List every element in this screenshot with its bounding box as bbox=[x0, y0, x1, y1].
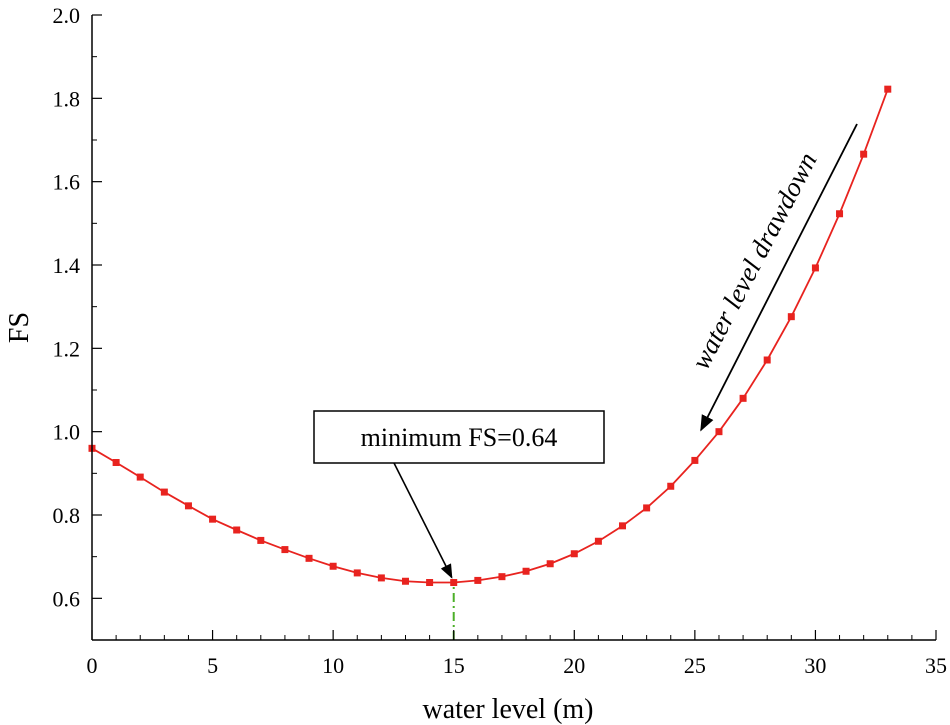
data-point bbox=[667, 482, 675, 490]
drawdown-arrow bbox=[700, 123, 858, 432]
data-point bbox=[426, 579, 434, 586]
minimum-fs-callout-arrow bbox=[393, 462, 453, 579]
minimum-fs-callout-box bbox=[313, 410, 605, 464]
data-point bbox=[691, 456, 699, 464]
data-point bbox=[522, 567, 530, 575]
data-point bbox=[401, 577, 409, 585]
x-tick-label: 30 bbox=[804, 653, 826, 678]
x-tick-label: 0 bbox=[87, 653, 98, 678]
fs-series-line bbox=[91, 88, 889, 584]
y-tick-label: 1.8 bbox=[53, 86, 81, 111]
data-point bbox=[619, 522, 627, 530]
x-tick-label: 15 bbox=[443, 653, 465, 678]
data-point bbox=[594, 537, 602, 545]
data-point bbox=[281, 546, 289, 554]
x-tick-label: 10 bbox=[322, 653, 344, 678]
data-point bbox=[643, 504, 651, 512]
y-tick-label: 2.0 bbox=[53, 3, 81, 28]
data-point bbox=[715, 428, 723, 436]
data-point bbox=[811, 264, 819, 272]
data-point bbox=[450, 579, 458, 586]
x-tick-label: 25 bbox=[684, 653, 706, 678]
data-point bbox=[739, 394, 747, 402]
y-tick-label: 0.6 bbox=[53, 586, 81, 611]
drawdown-label: water level drawdown bbox=[685, 147, 822, 374]
data-point bbox=[884, 85, 892, 93]
y-tick-label: 0.8 bbox=[53, 503, 81, 528]
data-point bbox=[498, 573, 506, 581]
data-point bbox=[474, 576, 482, 584]
data-point bbox=[209, 515, 217, 523]
data-point bbox=[353, 569, 361, 577]
x-axis-title: water level (m) bbox=[422, 694, 593, 725]
data-point bbox=[763, 356, 771, 364]
data-point bbox=[305, 554, 313, 562]
data-point bbox=[787, 313, 795, 321]
y-tick-label: 1.4 bbox=[53, 253, 81, 278]
data-point bbox=[836, 210, 844, 218]
data-point bbox=[233, 526, 241, 534]
y-axis-title: FS bbox=[4, 312, 35, 343]
data-point bbox=[377, 574, 385, 582]
data-point bbox=[257, 536, 265, 544]
y-tick-label: 1.2 bbox=[53, 336, 81, 361]
data-point bbox=[329, 562, 337, 570]
x-tick-label: 5 bbox=[207, 653, 218, 678]
data-point bbox=[160, 488, 168, 496]
data-point bbox=[570, 550, 578, 558]
data-point bbox=[546, 560, 554, 568]
data-point bbox=[860, 150, 868, 158]
data-point bbox=[136, 473, 144, 481]
y-tick-label: 1.6 bbox=[53, 170, 81, 195]
x-tick-label: 35 bbox=[925, 653, 947, 678]
minimum-fs-callout-text: minimum FS=0.64 bbox=[361, 423, 558, 452]
data-point bbox=[112, 459, 120, 466]
y-tick-label: 1.0 bbox=[53, 420, 81, 445]
x-tick-label: 20 bbox=[563, 653, 585, 678]
data-point bbox=[184, 502, 192, 510]
